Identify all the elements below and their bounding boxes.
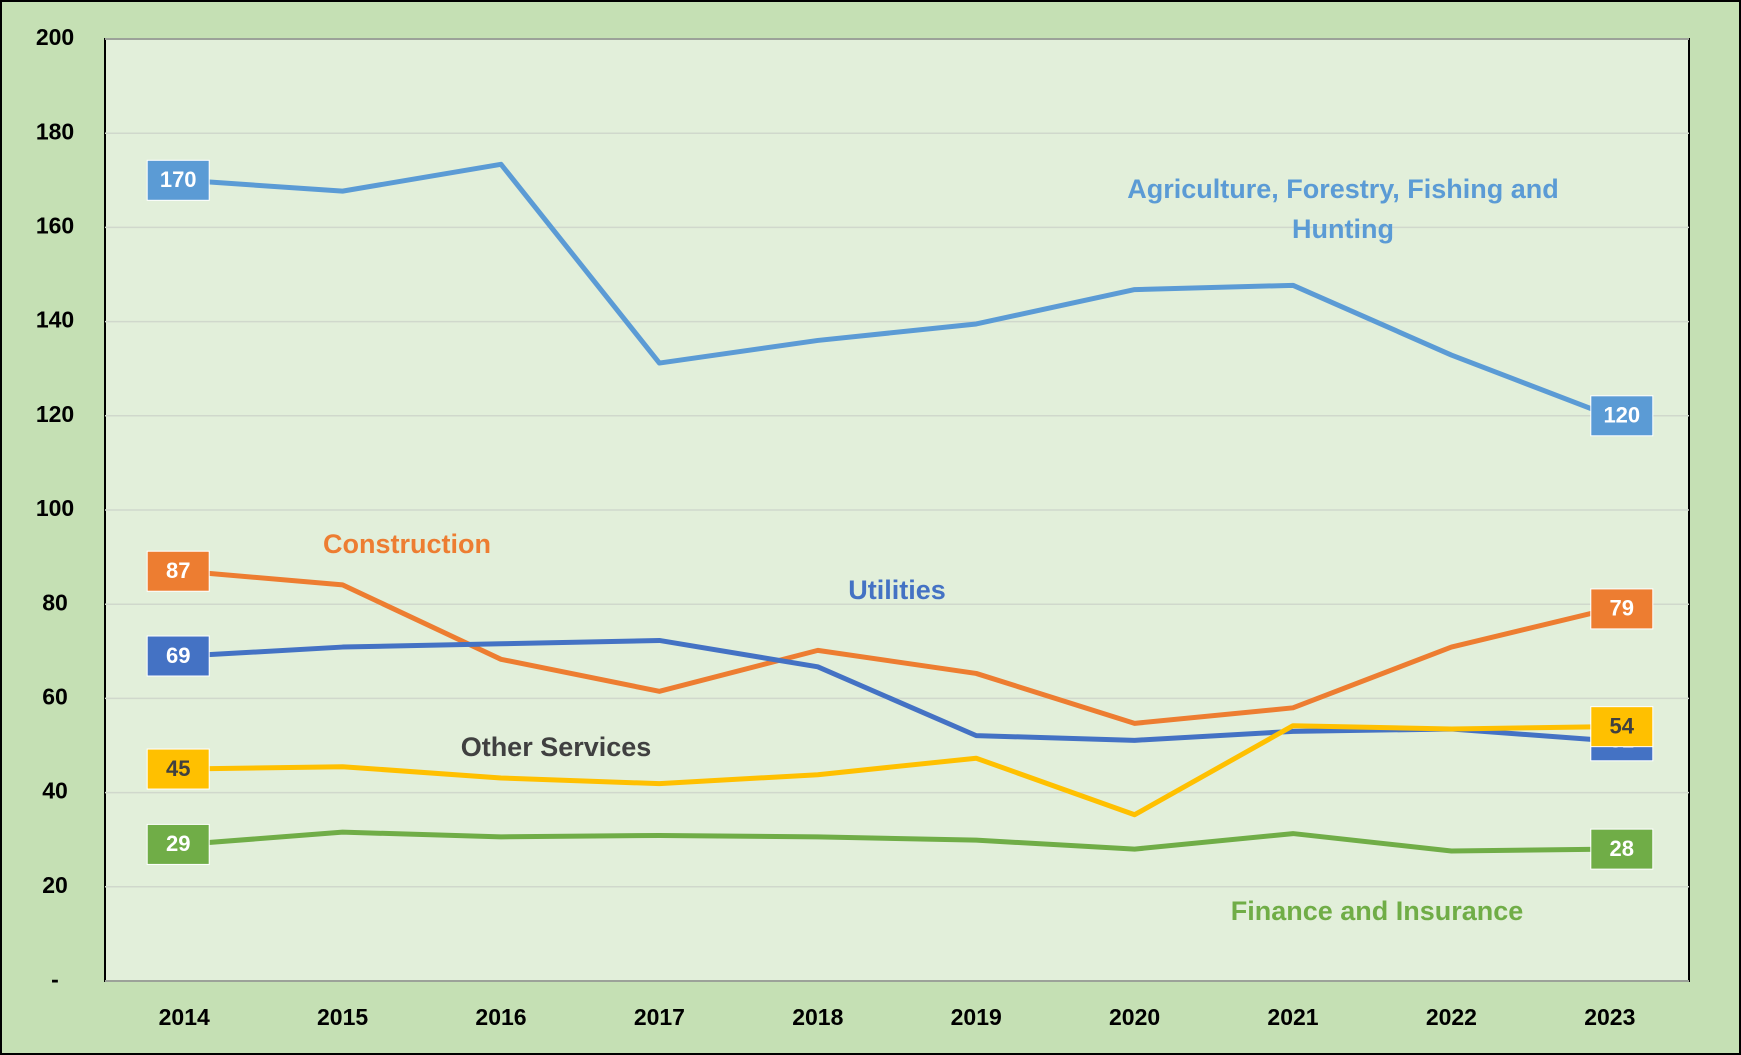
data-label: 69	[166, 643, 190, 668]
y-tick-label: 160	[36, 212, 74, 238]
data-label-box	[1590, 828, 1654, 870]
data-label: 170	[160, 167, 197, 192]
series-line	[184, 637, 1610, 744]
data-label: 29	[166, 831, 190, 856]
data-label: 120	[1603, 403, 1640, 428]
series-line	[184, 723, 1610, 818]
data-label: 28	[1610, 836, 1634, 861]
x-tick-label: 2016	[475, 1004, 526, 1030]
y-tick-label: 20	[42, 872, 68, 898]
series-label: Other Services	[460, 732, 652, 762]
series-line	[184, 829, 1610, 854]
y-tick-label: 40	[42, 778, 68, 804]
y-tick-label: 80	[42, 589, 68, 615]
data-label-box	[1590, 395, 1654, 437]
y-tick-label: 140	[36, 307, 74, 333]
y-tick-label: 60	[42, 683, 68, 709]
x-tick-label: 2020	[1109, 1004, 1160, 1030]
x-tick-label: 2019	[951, 1004, 1002, 1030]
data-label: 79	[1610, 596, 1634, 621]
series-label: Utilities	[848, 575, 946, 605]
data-label: 45	[166, 756, 190, 781]
data-label-box	[146, 748, 210, 790]
y-tick-label: -	[51, 966, 59, 992]
data-label: 54	[1610, 713, 1635, 738]
x-tick-label: 2023	[1584, 1004, 1635, 1030]
x-tick-label: 2015	[317, 1004, 368, 1030]
series-line	[183, 568, 1611, 726]
data-label-box	[146, 159, 210, 201]
series-label: Finance and Insurance	[1230, 896, 1524, 926]
data-label-box	[146, 550, 210, 592]
series-label: Agriculture, Forestry, Fishing and Hunti…	[1127, 174, 1559, 244]
x-tick-label: 2018	[792, 1004, 843, 1030]
data-label-box	[146, 635, 210, 677]
y-tick-label: 200	[36, 24, 74, 50]
x-tick-label: 2014	[159, 1004, 210, 1030]
data-label-box	[146, 823, 210, 865]
x-tick-label: 2017	[634, 1004, 685, 1030]
x-tick-label: 2021	[1267, 1004, 1318, 1030]
y-tick-label: 100	[36, 495, 74, 521]
series-label: Construction	[323, 529, 491, 559]
series-line	[184, 161, 1611, 419]
x-tick-label: 2022	[1426, 1004, 1477, 1030]
data-label-box	[1590, 588, 1654, 630]
data-label: 87	[166, 558, 190, 583]
y-tick-label: 120	[36, 401, 74, 427]
data-label-box	[1590, 706, 1654, 748]
y-tick-label: 180	[36, 118, 74, 144]
